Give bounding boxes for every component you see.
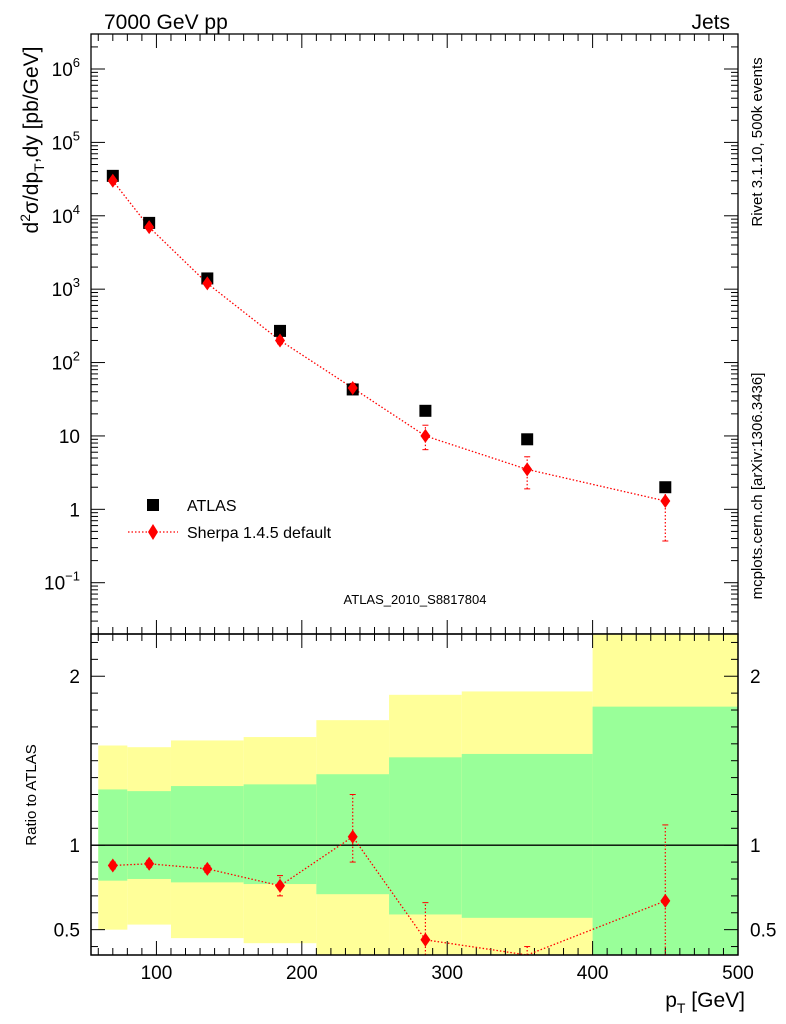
main-y-tick-label: 106 [52, 55, 80, 81]
x-tick-label: 500 [722, 963, 754, 984]
process-label: Jets [691, 11, 730, 34]
legend-sherpa-label: Sherpa 1.4.5 default [187, 525, 332, 542]
ratio-sherpa-point [144, 856, 155, 871]
x-axis-label: pT [GeV] [665, 989, 745, 1016]
x-tick-label: 100 [141, 963, 173, 984]
ratio-frame-top [90, 633, 739, 956]
legend-atlas-marker [147, 499, 159, 511]
atlas-point [521, 433, 534, 446]
mcplots-label: mcplots.cern.ch [arXiv:1306.3436] [749, 373, 766, 600]
main-y-tick-label: 102 [52, 349, 80, 375]
ratio-y-tick-label-right: 1 [750, 836, 761, 857]
x-tick-label: 300 [431, 963, 463, 984]
sherpa-point [660, 493, 671, 508]
sherpa-point [202, 276, 213, 291]
ratio-sherpa-point [420, 932, 431, 947]
ratio-sherpa-point [107, 858, 118, 873]
ratio-panel: 100 200 300 400 500 2 2 1 1 0.5 0.5 [54, 633, 776, 984]
band-inner-6 [461, 753, 593, 918]
ratio-y-tick-label: 0.5 [54, 921, 80, 942]
rivet-label: Rivet 3.1.10, 500k events [749, 57, 766, 226]
sherpa-point [347, 381, 358, 396]
sherpa-point [522, 462, 533, 477]
band-inner-7 [592, 706, 738, 955]
atlas-point [419, 404, 432, 417]
band-inner-3 [243, 784, 317, 885]
sherpa-point [275, 333, 286, 348]
x-tick-label: 400 [577, 963, 609, 984]
legend-sherpa-marker [148, 524, 158, 540]
main-y-tick-label: 105 [52, 128, 80, 154]
analysis-tag: ATLAS_2010_S8817804 [344, 592, 487, 607]
ratio-y-axis-label: Ratio to ATLAS [23, 744, 40, 845]
ratio-sherpa-point [347, 829, 358, 844]
atlas-point [659, 481, 672, 494]
sherpa-point [420, 428, 431, 443]
x-tick-label: 200 [286, 963, 318, 984]
legend: ATLAS Sherpa 1.4.5 default [128, 498, 332, 542]
ratio-y-tick-label-right: 0.5 [750, 921, 776, 942]
energy-label: 7000 GeV pp [104, 11, 228, 34]
ratio-y-tick-label-right: 2 [750, 667, 761, 688]
ratio-sherpa-point [202, 861, 213, 876]
sherpa-point [107, 173, 118, 188]
ratio-sherpa-point [660, 893, 671, 908]
ratio-y-tick-label: 1 [69, 836, 80, 857]
ratio-y-tick-label: 2 [69, 667, 80, 688]
main-y-tick-label: 10−1 [44, 569, 80, 595]
main-y-tick-label: 1 [69, 500, 80, 521]
legend-atlas-label: ATLAS [187, 498, 237, 515]
main-y-tick-label: 104 [52, 202, 80, 228]
ratio-sherpa-line [112, 835, 666, 956]
main-y-axis-label: d2σ/dpT,dy [pb/GeV] [17, 47, 47, 234]
main-y-tick-label: 103 [52, 275, 80, 301]
band-inner-5 [389, 757, 462, 915]
ratio-sherpa-point [275, 878, 286, 893]
sherpa-point [144, 220, 155, 235]
main-y-tick-label: 10 [59, 427, 80, 448]
atlas-point [274, 324, 287, 337]
